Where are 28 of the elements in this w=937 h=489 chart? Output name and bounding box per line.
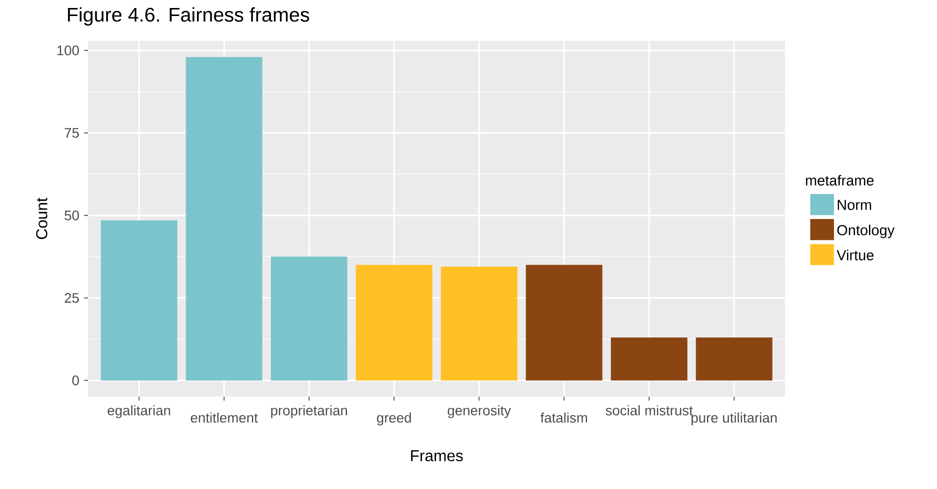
x-tick-label: pure utilitarian <box>692 412 777 426</box>
bar <box>100 220 178 381</box>
y-tick-label: 75 <box>64 128 79 138</box>
y-axis-title: Count <box>36 198 48 240</box>
y-tick-label: 100 <box>57 46 79 56</box>
legend-label: Ontology <box>837 224 895 238</box>
x-tick-label: generosity <box>448 405 511 418</box>
bar <box>356 265 432 381</box>
x-tick-label: entitlement <box>190 412 258 423</box>
chart-title: Figure 4.6. Fairness frames <box>68 7 310 26</box>
legend-label: Norm <box>838 200 872 210</box>
legend-title: metaframe <box>806 175 874 186</box>
x-axis-title: Frames <box>411 450 463 462</box>
bar <box>270 256 348 381</box>
y-tick-label: 50 <box>64 210 79 220</box>
x-tick-label: egalitarian <box>108 405 170 418</box>
bar <box>440 266 518 381</box>
y-tick-label: 0 <box>72 376 79 386</box>
y-tick-label: 25 <box>64 293 79 303</box>
bar <box>696 338 772 381</box>
legend-label: Virtue <box>836 250 874 260</box>
x-tick-label: greed <box>376 412 411 426</box>
bar <box>186 57 262 381</box>
x-tick-label: social mistrust <box>606 405 693 416</box>
bar <box>610 338 688 381</box>
x-tick-label: fatalism <box>540 412 588 423</box>
bar <box>526 265 602 381</box>
x-tick-label: proprietarian <box>271 405 348 418</box>
